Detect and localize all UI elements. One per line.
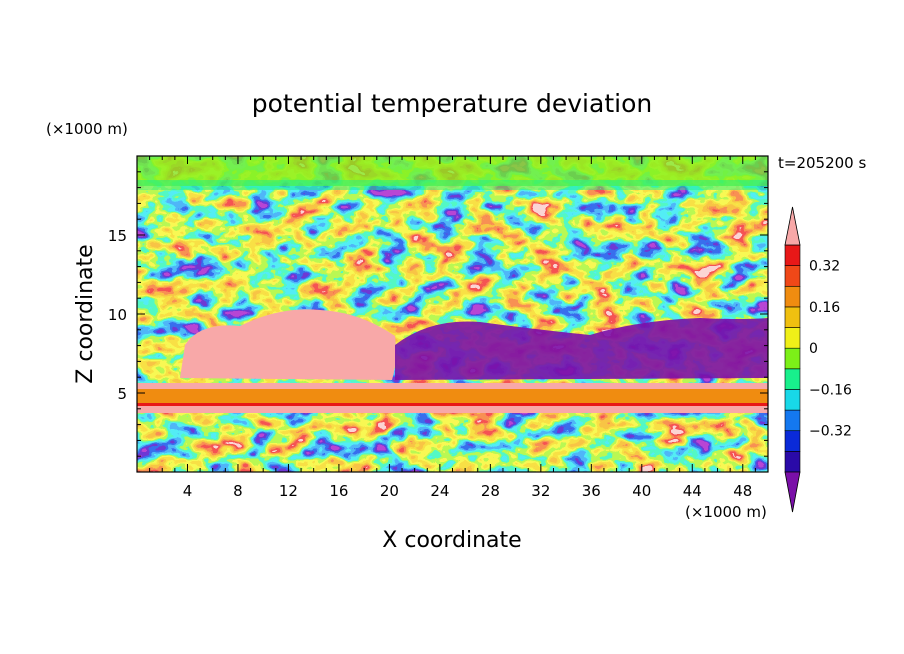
x-tick-label: 44 (683, 482, 702, 500)
colorbar-label: 0.16 (809, 300, 840, 316)
x-axis-title: X coordinate (382, 528, 521, 553)
colorbar-label: −0.16 (809, 382, 852, 398)
y-tick-label: 10 (108, 306, 127, 324)
x-tick-label: 24 (430, 482, 449, 500)
colorbar-swatch (784, 244, 801, 266)
x-tick-label: 20 (380, 482, 399, 500)
colorbar-min-arrow (784, 471, 801, 513)
colorbar-swatch (784, 347, 801, 370)
y-axis-title: Z coordinate (73, 244, 98, 383)
x-tick-label: 40 (632, 482, 651, 500)
inversion-band-red (137, 403, 768, 406)
inversion-band-lower-pink (137, 406, 768, 413)
x-tick-label: 32 (531, 482, 550, 500)
x-tick-label: 16 (329, 482, 348, 500)
colorbar-max-arrow (784, 206, 801, 246)
field-texture (137, 156, 768, 472)
colorbar-label: −0.32 (809, 424, 852, 440)
cold-region (395, 318, 768, 380)
colorbar-swatch (784, 389, 801, 411)
time-label: t=205200 s (778, 154, 866, 172)
upper-cyan-band (137, 180, 768, 190)
x-tick-label: 12 (279, 482, 298, 500)
warm-cloud-region (180, 309, 396, 380)
x-axis: 4 8 12 16 20 24 28 32 36 40 44 48 (149, 156, 756, 500)
x-tick-label: 36 (582, 482, 601, 500)
colorbar-label: 0 (809, 341, 818, 357)
y-axis: 5 10 15 (108, 171, 768, 457)
colorbar-swatch (784, 368, 801, 390)
x-tick-label: 28 (481, 482, 500, 500)
x-units-label: (×1000 m) (685, 503, 767, 521)
x-tick-label: 4 (183, 482, 193, 500)
y-tick-label: 15 (108, 227, 127, 245)
colorbar-swatch (784, 327, 801, 349)
chart-title: potential temperature deviation (252, 89, 652, 118)
colorbar-swatch (784, 451, 801, 473)
colorbar: 0.32 0.16 0 −0.16 −0.32 (784, 206, 852, 513)
colorbar-swatch (784, 285, 801, 308)
x-tick-label: 48 (733, 482, 752, 500)
contour-field (137, 156, 768, 472)
colorbar-label: 0.32 (809, 259, 840, 275)
colorbar-swatch (784, 409, 801, 432)
inversion-band-pink (137, 383, 768, 389)
colorbar-swatch (784, 306, 801, 328)
colorbar-swatch (784, 430, 801, 452)
y-tick-label: 5 (117, 385, 127, 403)
colorbar-swatch (784, 265, 801, 287)
inversion-band-orange (137, 389, 768, 403)
y-units-label: (×1000 m) (46, 120, 128, 138)
x-tick-label: 8 (233, 482, 243, 500)
